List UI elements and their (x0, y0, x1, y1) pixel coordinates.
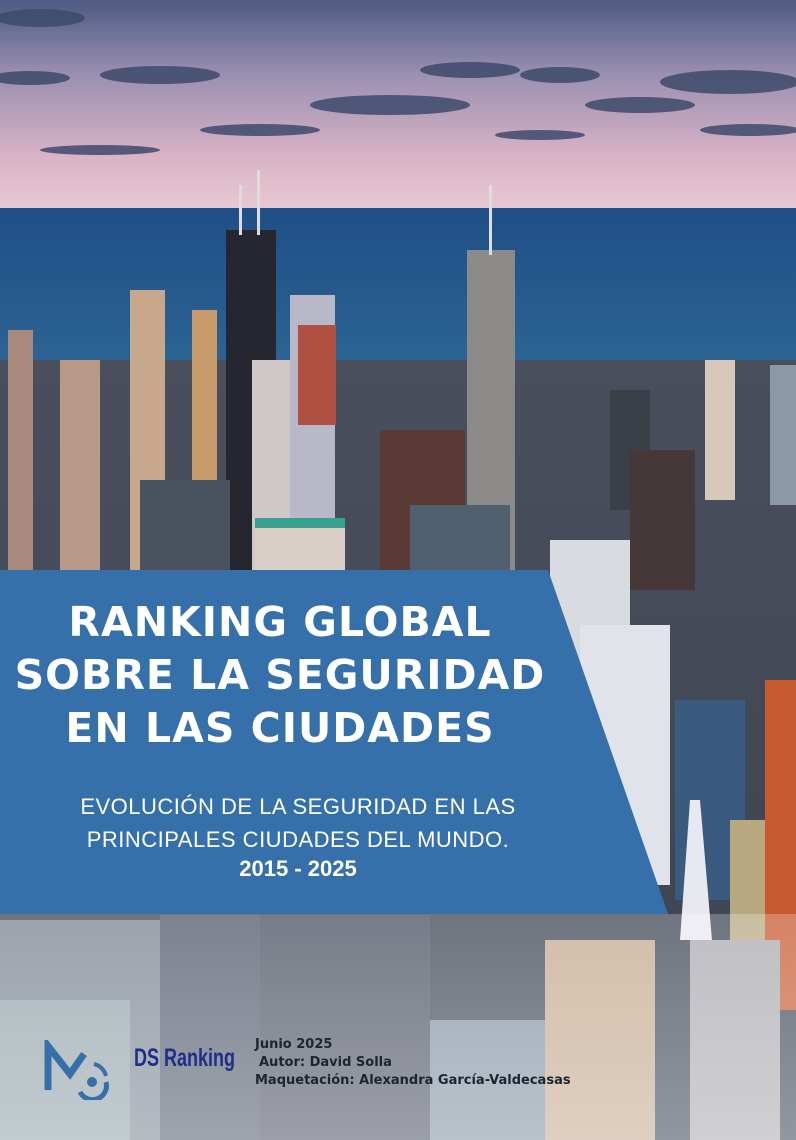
ds-ranking-logo: DS Ranking (134, 1044, 236, 1072)
cover-subtitle: EVOLUCIÓN DE LA SEGURIDAD EN LAS PRINCIP… (0, 790, 596, 856)
year-range: 2015 - 2025 (239, 856, 357, 881)
author: Autor: David Solla (259, 1055, 392, 1070)
subtitle-line: PRINCIPALES CIUDADES DEL MUNDO. (86, 827, 510, 852)
publication-date: Junio 2025 (255, 1037, 333, 1052)
cover-title: RANKING GLOBAL SOBRE LA SEGURIDAD EN LAS… (0, 596, 560, 755)
title-line: EN LAS CIUDADES (65, 704, 495, 752)
credits: Junio 2025 Autor: David Solla Maquetació… (255, 1036, 571, 1090)
subtitle-line: EVOLUCIÓN DE LA SEGURIDAD EN LAS (80, 794, 516, 819)
title-line: SOBRE LA SEGURIDAD (14, 651, 546, 699)
layout-credit: Maquetación: Alexandra García-Valdecasas (255, 1073, 571, 1088)
title-line: RANKING GLOBAL (68, 598, 492, 646)
mc-logo-icon (44, 1040, 109, 1100)
title-panel (0, 570, 668, 914)
bottom-overlay (0, 914, 796, 1140)
